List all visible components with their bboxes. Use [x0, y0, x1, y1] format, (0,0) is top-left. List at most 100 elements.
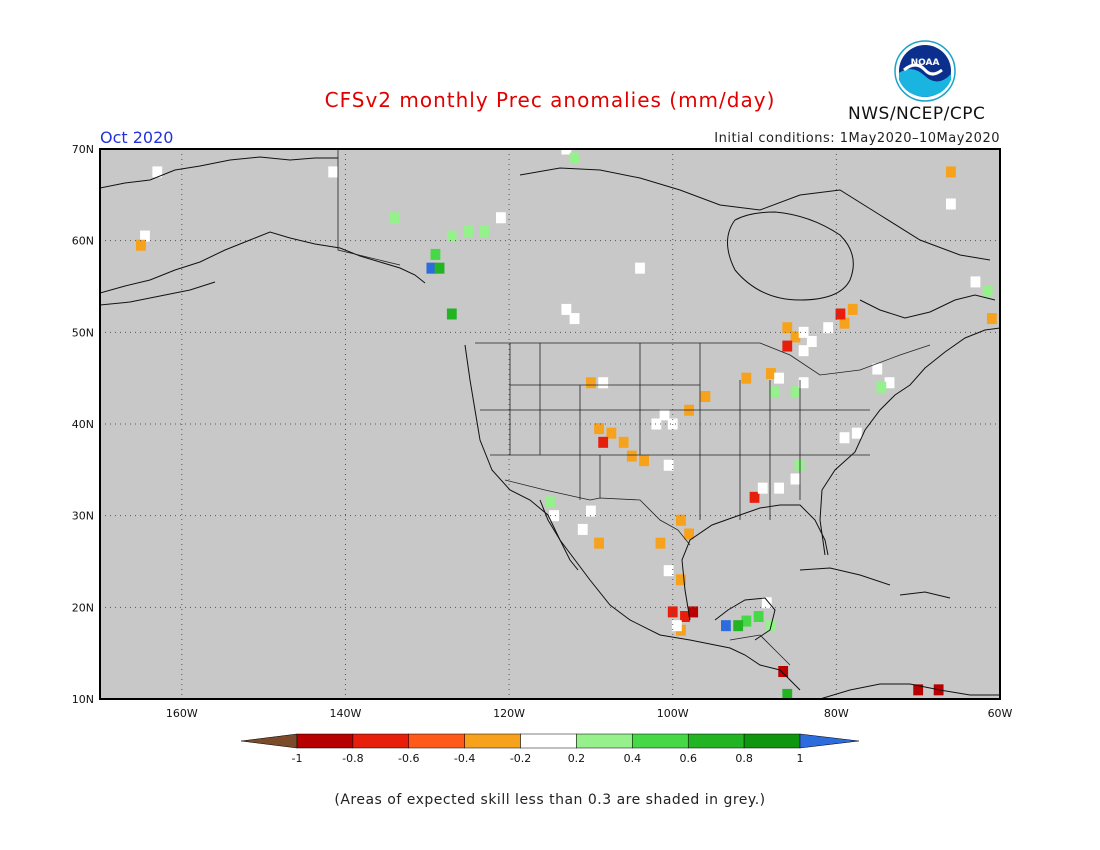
anomaly-cell [839, 317, 850, 329]
mexico-central-america-borders [729, 634, 791, 666]
colorbar-label: -0.2 [510, 752, 531, 765]
anomaly-cell [986, 313, 997, 325]
anomaly-cell [733, 620, 744, 632]
colorbar-label: -0.6 [398, 752, 419, 765]
anomaly-cell [586, 505, 596, 517]
anomaly-cell [561, 149, 572, 155]
map-frame [99, 148, 1001, 700]
logo-text: NOAA [911, 58, 940, 68]
colorbar-label: 1 [797, 752, 804, 765]
colorbar-segment [296, 733, 354, 749]
anomaly-cell [426, 262, 437, 274]
anomaly-cell [790, 331, 801, 343]
chart-title: CFSv2 monthly Prec anomalies (mm/day) [0, 88, 1100, 112]
lat-label: 10N [72, 693, 94, 706]
lat-label: 70N [72, 143, 94, 156]
anomaly-cell [446, 308, 457, 320]
noaa-logo: NOAA [894, 40, 956, 102]
anomaly-cell [761, 597, 772, 609]
lon-label: 80W [824, 707, 849, 720]
anomaly-cell [561, 303, 572, 315]
lon-label: 100W [657, 707, 689, 720]
anomaly-cell [766, 368, 776, 380]
lon-label: 140W [330, 707, 362, 720]
anomaly-cell [876, 381, 887, 393]
anomaly-patches [136, 149, 997, 699]
hispaniola [899, 591, 951, 599]
anomaly-cell [663, 459, 674, 471]
anomaly-cell [663, 565, 674, 577]
lat-label: 40N [72, 418, 94, 431]
anomaly-cell [496, 212, 506, 224]
lat-label: 50N [72, 326, 94, 339]
colorbar-label: 0.6 [679, 752, 697, 765]
anomaly-cell [389, 212, 400, 224]
colorbar-label: -0.8 [342, 752, 363, 765]
colorbar-label: -0.4 [454, 752, 475, 765]
anomaly-cell [700, 391, 711, 402]
anomaly-cell [136, 239, 146, 251]
canada-arctic [519, 167, 991, 261]
axis-labels: 70N 60N 50N 40N 30N 20N 10N 160W 140W 120W 100W 80W… [72, 143, 1013, 720]
anomaly-cell [688, 606, 699, 618]
political-borders [337, 149, 931, 666]
anomaly-cell [430, 248, 441, 260]
anomaly-cell [774, 482, 784, 494]
lon-label: 60W [988, 707, 1013, 720]
anomaly-cell [749, 491, 760, 503]
anomaly-cell [635, 262, 645, 274]
anomaly-cell [774, 372, 784, 384]
anomaly-cell [782, 322, 793, 334]
anomaly-cell [606, 427, 617, 439]
colorbar-segment [408, 733, 465, 749]
anomaly-cell [676, 574, 686, 586]
anomaly-cell [140, 230, 150, 242]
anomaly-cell [798, 326, 809, 338]
south-america-coast [819, 683, 1000, 699]
anomaly-cell [446, 230, 457, 242]
anomaly-cell [594, 423, 604, 435]
anomaly-cell [884, 377, 895, 389]
lon-label: 160W [166, 707, 198, 720]
colorbar-segment [632, 733, 689, 749]
anomaly-cell [753, 611, 764, 622]
anomaly-cell [594, 537, 604, 549]
anomaly-cell [839, 432, 850, 444]
anomaly-cell [598, 377, 609, 389]
colorbar-segment [352, 733, 410, 749]
colorbar-label: -1 [292, 752, 303, 765]
lat-label: 20N [72, 601, 94, 614]
anomaly-cell [835, 308, 846, 320]
colorbar-label: 0.4 [624, 752, 642, 765]
anomaly-cell [851, 427, 862, 439]
anomaly-cell [721, 620, 731, 632]
anomaly-cell [479, 226, 490, 237]
colorbar-left-arrow [240, 733, 298, 749]
title-text: CFSv2 monthly Prec anomalies (mm/day) [324, 88, 776, 112]
colorbar-segment [743, 733, 801, 749]
colorbar-label: 0.8 [735, 752, 753, 765]
aleutians [100, 281, 216, 306]
yucatan [714, 597, 776, 641]
state-lines-central [699, 343, 801, 520]
anomaly-cell [790, 473, 801, 485]
anomaly-cell [757, 482, 768, 494]
alaska-canada-border [337, 149, 401, 266]
labrador [859, 294, 996, 319]
skill-note: (Areas of expected skill less than 0.3 a… [334, 792, 766, 808]
anomaly-cell [545, 496, 555, 508]
anomaly-cell [577, 523, 588, 535]
us-canada-border [475, 342, 931, 376]
anomaly-cell [659, 409, 670, 421]
anomaly-cell [798, 377, 809, 389]
colorbar-segment [576, 733, 633, 749]
gridlines [100, 149, 1000, 699]
anomaly-cell [463, 226, 474, 237]
anomaly-cell [651, 418, 662, 430]
lon-label: 120W [493, 707, 525, 720]
colorbar-label: 0.2 [568, 752, 586, 765]
anomaly-cell [676, 514, 686, 526]
anomaly-cell [569, 152, 580, 164]
state-lines-horizontal [480, 384, 870, 456]
us-east-coast [819, 327, 1000, 556]
